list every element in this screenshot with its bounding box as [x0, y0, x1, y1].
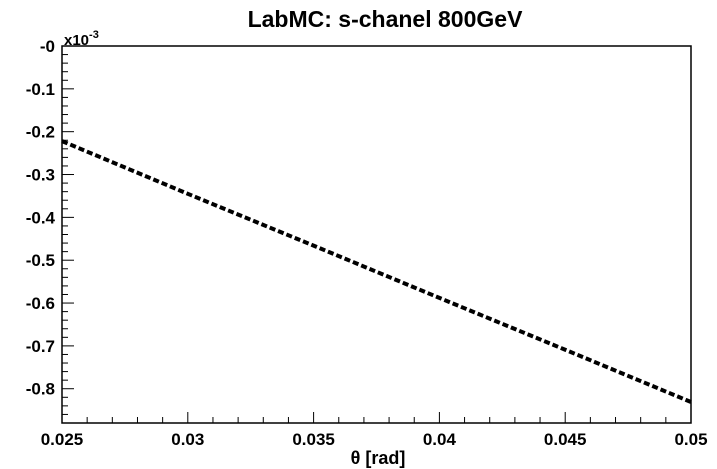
y-axis-exponent: x10-3	[64, 29, 99, 49]
x-tick-label: 0.025	[41, 430, 84, 449]
y-axis-tick-labels: -0 -0.1 -0.2 -0.3 -0.4 -0.5 -0.6 -0.7 -0.8	[26, 37, 56, 399]
series-line	[61, 139, 692, 404]
y-tick-label: -0.7	[26, 337, 55, 356]
x-tick-label: 0.04	[423, 430, 457, 449]
y-tick-label: -0.1	[26, 80, 55, 99]
y-tick-label: -0	[40, 37, 55, 56]
y-tick-label: -0.6	[26, 294, 55, 313]
x-tick-label: 0.035	[292, 430, 335, 449]
y-tick-label: -0.2	[26, 123, 55, 142]
y-axis-exponent-base: x10	[64, 32, 89, 49]
x-tick-label: 0.045	[544, 430, 587, 449]
plot-frame	[61, 45, 692, 424]
y-tick-label: -0.5	[26, 251, 55, 270]
x-tick-label: 0.03	[171, 430, 204, 449]
x-axis-tick-labels: 0.025 0.03 0.035 0.04 0.045 0.05	[41, 430, 708, 449]
x-axis-label: θ [rad]	[351, 448, 406, 468]
x-axis-ticks	[61, 412, 692, 423]
y-tick-label: -0.8	[26, 380, 55, 399]
y-axis-exponent-power: -3	[89, 29, 99, 41]
y-tick-label: -0.4	[26, 208, 56, 227]
y-axis-ticks	[62, 45, 74, 424]
series-group	[61, 139, 692, 404]
y-tick-label: -0.3	[26, 166, 55, 185]
x-tick-label: 0.05	[674, 430, 707, 449]
chart-title: LabMC: s-chanel 800GeV	[248, 6, 523, 32]
